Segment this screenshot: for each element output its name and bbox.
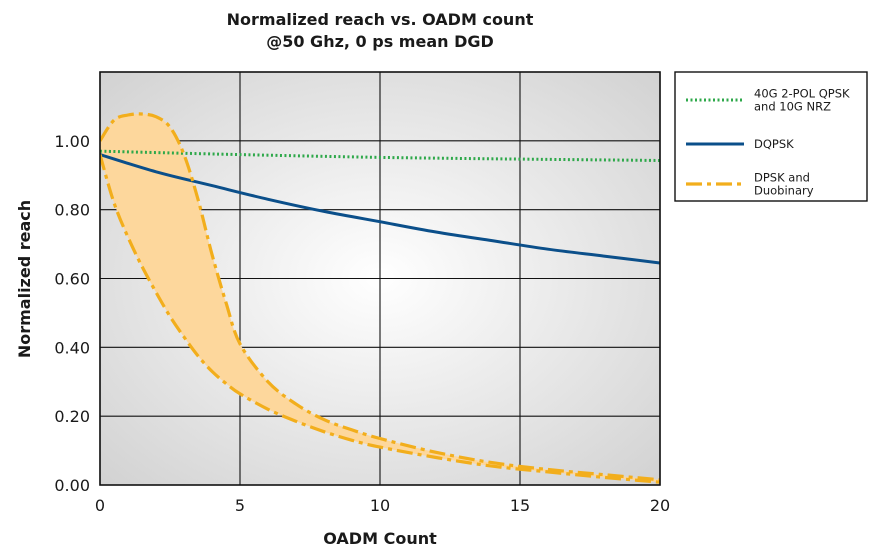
y-axis-title: Normalized reach bbox=[15, 200, 34, 358]
y-tick-label: 0.20 bbox=[54, 407, 90, 426]
y-tick-label: 0.80 bbox=[54, 201, 90, 220]
legend-label: DQPSK bbox=[754, 137, 794, 151]
chart-title: Normalized reach vs. OADM count bbox=[227, 10, 534, 29]
y-tick-label: 0.40 bbox=[54, 338, 90, 357]
legend-label: DPSK and bbox=[754, 171, 810, 185]
series-line-dpsk-upper bbox=[100, 112, 660, 482]
series-line-dpsk-lower bbox=[100, 154, 660, 484]
y-tick-label: 0.00 bbox=[54, 476, 90, 495]
legend-label: Duobinary bbox=[754, 184, 814, 198]
x-tick-label: 0 bbox=[95, 496, 105, 515]
plot-frame bbox=[99, 71, 661, 486]
x-tick-label: 5 bbox=[235, 496, 245, 515]
chart-subtitle: @50 Ghz, 0 ps mean DGD bbox=[266, 32, 494, 51]
x-axis-title: OADM Count bbox=[323, 529, 437, 548]
legend-box bbox=[674, 71, 868, 202]
dpsk-band bbox=[100, 113, 660, 483]
y-tick-label: 0.60 bbox=[54, 270, 90, 289]
x-axis-ticks: 0 5 10 15 20 bbox=[95, 496, 670, 515]
x-tick-label: 15 bbox=[510, 496, 530, 515]
series-lines bbox=[100, 112, 660, 484]
series-area-dpsk bbox=[100, 113, 660, 483]
x-tick-label: 10 bbox=[370, 496, 390, 515]
legend-label: 40G 2-POL QPSK bbox=[754, 87, 850, 101]
legend-label: and 10G NRZ bbox=[754, 100, 831, 114]
y-tick-label: 1.00 bbox=[54, 132, 90, 151]
x-tick-label: 20 bbox=[650, 496, 670, 515]
y-axis-ticks: 0.00 0.20 0.40 0.60 0.80 1.00 bbox=[54, 132, 90, 495]
series-line-qpsk bbox=[100, 149, 660, 162]
series-line-dqpsk bbox=[100, 153, 660, 265]
